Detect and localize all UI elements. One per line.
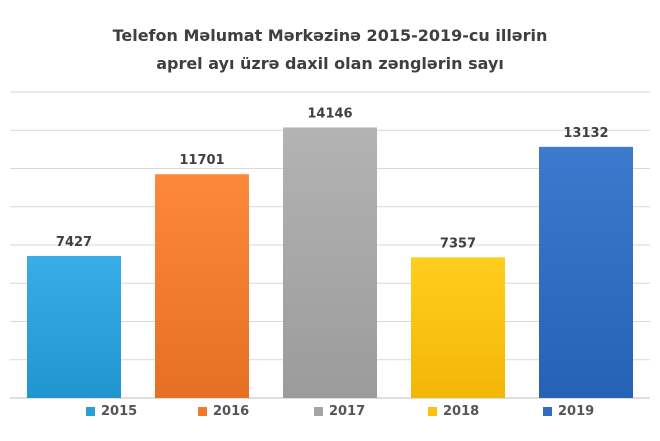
data-label-2016: 11701 [179,153,224,168]
legend-label-2019: 2019 [558,404,595,419]
chart-title-line-1: Telefon Məlumat Mərkəzinə 2015-2019-cu i… [112,26,548,45]
bars [27,127,633,398]
data-label-2017: 14146 [307,106,352,121]
legend-swatch-2018 [428,407,437,416]
legend-item-2018: 2018 [428,404,479,419]
legend-swatch-2016 [198,407,207,416]
bar-2017 [283,127,377,398]
data-label-2019: 13132 [563,126,608,141]
legend-label-2015: 2015 [101,404,138,419]
legend-item-2017: 2017 [314,404,365,419]
data-label-2015: 7427 [56,235,92,250]
legend: 2015 2016 2017 2018 2019 [0,404,660,424]
legend-item-2019: 2019 [543,404,594,419]
legend-label-2016: 2016 [213,404,250,419]
legend-swatch-2017 [314,407,323,416]
legend-label-2018: 2018 [443,404,480,419]
data-label-2018: 7357 [440,236,476,251]
legend-label-2017: 2017 [329,404,366,419]
legend-swatch-2019 [543,407,552,416]
legend-item-2016: 2016 [198,404,249,419]
legend-item-2015: 2015 [86,404,137,419]
bar-2015 [27,255,121,398]
bar-2016 [155,174,249,398]
legend-swatch-2015 [86,407,95,416]
bar-2018 [411,257,505,398]
chart-title-line-2: aprel ayı üzrə daxil olan zənglərin sayı [156,54,504,73]
data-labels: 7427 11701 14146 7357 13132 [56,106,609,251]
chart-title: Telefon Məlumat Mərkəzinə 2015-2019-cu i… [0,22,660,78]
bar-2019 [539,146,633,398]
